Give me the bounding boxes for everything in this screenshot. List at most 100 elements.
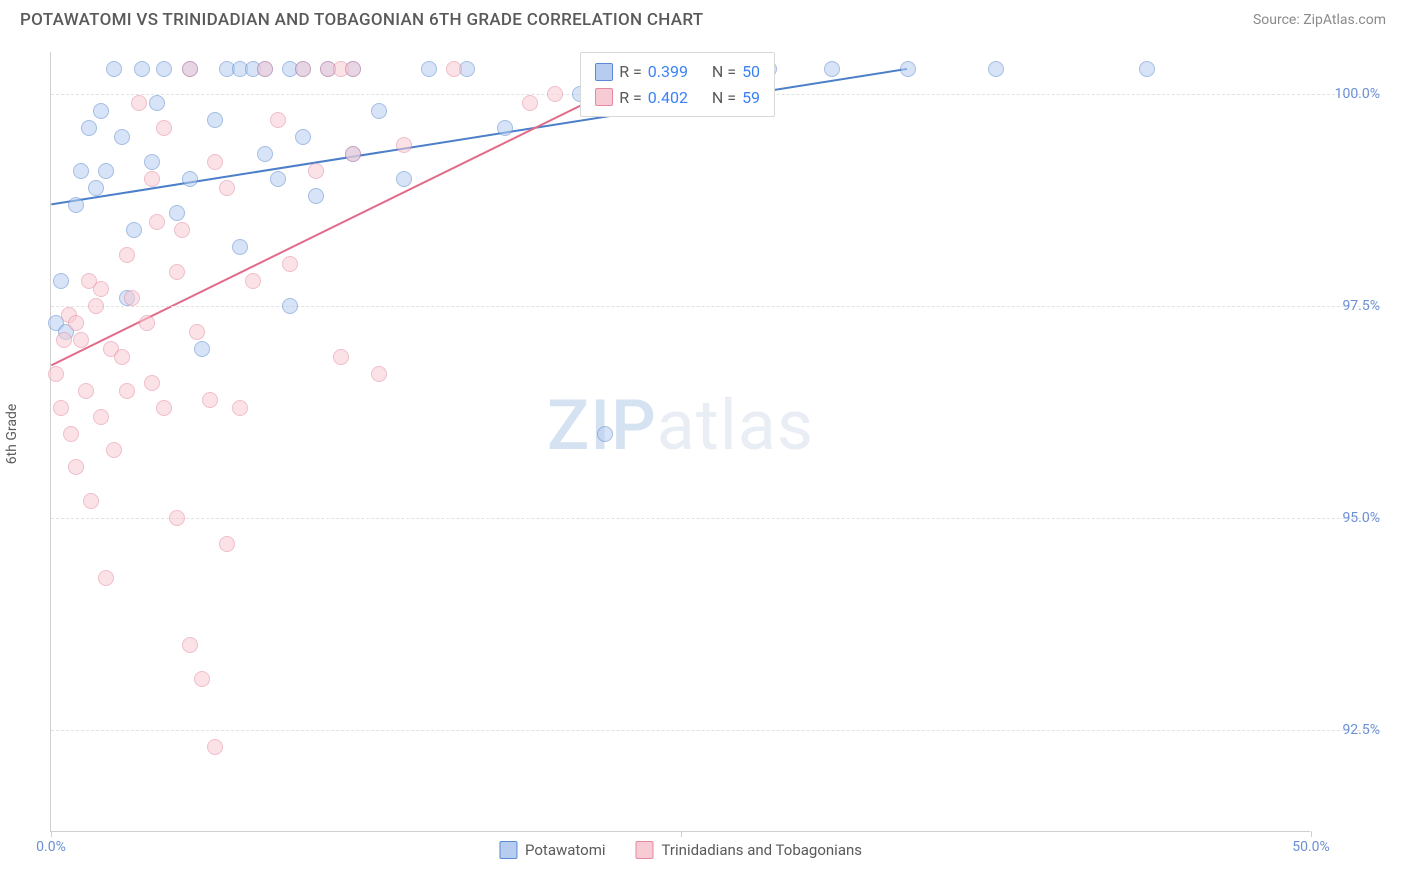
legend-swatch xyxy=(595,88,613,106)
data-point xyxy=(446,61,462,77)
data-point xyxy=(396,171,412,187)
x-tick xyxy=(681,831,682,837)
data-point xyxy=(73,163,89,179)
data-point xyxy=(182,61,198,77)
data-point xyxy=(257,61,273,77)
data-point xyxy=(232,400,248,416)
data-point xyxy=(174,222,190,238)
data-point xyxy=(119,383,135,399)
legend-label: Trinidadians and Tobagonians xyxy=(662,841,862,859)
data-point xyxy=(156,120,172,136)
n-value: 59 xyxy=(742,85,760,111)
data-point xyxy=(245,273,261,289)
data-point xyxy=(78,383,94,399)
data-point xyxy=(68,197,84,213)
data-point xyxy=(53,273,69,289)
stats-legend-row: R = 0.402 N = 59 xyxy=(595,85,760,111)
stats-legend: R = 0.399 N = 50R = 0.402 N = 59 xyxy=(580,52,775,117)
series-legend: Potawatomi Trinidadians and Tobagonians xyxy=(499,841,862,859)
data-point xyxy=(169,510,185,526)
data-point xyxy=(308,188,324,204)
data-point xyxy=(547,86,563,102)
data-point xyxy=(345,146,361,162)
watermark-atlas: atlas xyxy=(657,385,814,467)
data-point xyxy=(194,341,210,357)
legend-label: Potawatomi xyxy=(525,841,606,859)
x-tick xyxy=(51,831,52,837)
data-point xyxy=(48,366,64,382)
y-tick-label: 92.5% xyxy=(1320,722,1380,738)
data-point xyxy=(126,222,142,238)
data-point xyxy=(73,332,89,348)
data-point xyxy=(232,239,248,255)
data-point xyxy=(219,180,235,196)
data-point xyxy=(93,409,109,425)
trend-lines xyxy=(51,52,1310,831)
data-point xyxy=(295,129,311,145)
chart-title: POTAWATOMI VS TRINIDADIAN AND TOBAGONIAN… xyxy=(20,10,703,30)
gridline xyxy=(51,518,1380,519)
data-point xyxy=(156,400,172,416)
x-tick-label: 50.0% xyxy=(1292,839,1330,855)
data-point xyxy=(139,315,155,331)
r-value: 0.402 xyxy=(648,85,688,111)
data-point xyxy=(68,459,84,475)
legend-swatch xyxy=(499,841,517,859)
data-point xyxy=(207,154,223,170)
data-point xyxy=(156,61,172,77)
data-point xyxy=(371,366,387,382)
legend-item: Trinidadians and Tobagonians xyxy=(636,841,862,859)
data-point xyxy=(1139,61,1155,77)
data-point xyxy=(144,154,160,170)
data-point xyxy=(144,375,160,391)
source-attribution: Source: ZipAtlas.com xyxy=(1253,12,1386,28)
data-point xyxy=(202,392,218,408)
gridline xyxy=(51,306,1380,307)
data-point xyxy=(189,324,205,340)
data-point xyxy=(182,171,198,187)
data-point xyxy=(282,256,298,272)
data-point xyxy=(81,120,97,136)
watermark: ZIPatlas xyxy=(547,385,814,467)
data-point xyxy=(900,61,916,77)
data-point xyxy=(114,129,130,145)
data-point xyxy=(194,671,210,687)
r-label: R = xyxy=(619,59,642,85)
data-point xyxy=(270,112,286,128)
legend-item: Potawatomi xyxy=(499,841,606,859)
data-point xyxy=(144,171,160,187)
data-point xyxy=(63,426,79,442)
data-point xyxy=(149,95,165,111)
data-point xyxy=(98,570,114,586)
data-point xyxy=(93,103,109,119)
data-point xyxy=(124,290,140,306)
y-tick-label: 100.0% xyxy=(1320,86,1380,102)
data-point xyxy=(207,112,223,128)
x-tick xyxy=(1311,831,1312,837)
legend-swatch xyxy=(595,63,613,81)
data-point xyxy=(282,298,298,314)
data-point xyxy=(169,205,185,221)
data-point xyxy=(88,180,104,196)
data-point xyxy=(68,315,84,331)
data-point xyxy=(497,120,513,136)
stats-legend-row: R = 0.399 N = 50 xyxy=(595,59,760,85)
data-point xyxy=(345,61,361,77)
data-point xyxy=(396,137,412,153)
data-point xyxy=(219,536,235,552)
data-point xyxy=(56,332,72,348)
data-point xyxy=(53,400,69,416)
data-point xyxy=(134,61,150,77)
data-point xyxy=(824,61,840,77)
data-point xyxy=(106,61,122,77)
chart-container: 6th Grade ZIPatlas 92.5%95.0%97.5%100.0%… xyxy=(36,34,1376,834)
data-point xyxy=(207,739,223,755)
data-point xyxy=(270,171,286,187)
data-point xyxy=(333,349,349,365)
legend-swatch xyxy=(636,841,654,859)
data-point xyxy=(131,95,147,111)
data-point xyxy=(421,61,437,77)
data-point xyxy=(119,247,135,263)
data-point xyxy=(182,637,198,653)
data-point xyxy=(106,442,122,458)
